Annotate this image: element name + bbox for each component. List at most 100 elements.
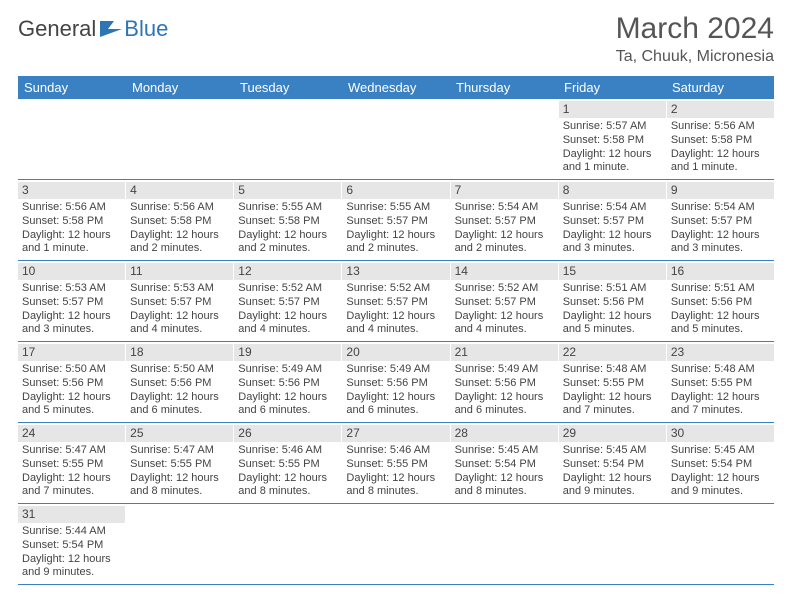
calendar: Sunday Monday Tuesday Wednesday Thursday… xyxy=(18,76,774,585)
sunset-text: Sunset: 5:57 PM xyxy=(563,215,662,229)
day-cell: 10 Sunrise: 5:53 AMSunset: 5:57 PMDayligh… xyxy=(18,261,126,341)
daylight-text: Daylight: 12 hours and 4 minutes. xyxy=(455,310,554,338)
dow-saturday: Saturday xyxy=(666,76,774,99)
sunset-text: Sunset: 5:58 PM xyxy=(238,215,337,229)
day-cell xyxy=(18,99,126,179)
dow-friday: Friday xyxy=(558,76,666,99)
sunset-text: Sunset: 5:56 PM xyxy=(346,377,445,391)
day-number: 30 xyxy=(667,425,774,442)
sunrise-text: Sunrise: 5:51 AM xyxy=(563,282,662,296)
sunrise-text: Sunrise: 5:56 AM xyxy=(671,120,770,134)
day-number xyxy=(451,101,558,103)
day-of-week-header: Sunday Monday Tuesday Wednesday Thursday… xyxy=(18,76,774,99)
sunrise-text: Sunrise: 5:51 AM xyxy=(671,282,770,296)
day-cell: 7Sunrise: 5:54 AMSunset: 5:57 PMDaylight… xyxy=(451,180,559,260)
sunrise-text: Sunrise: 5:49 AM xyxy=(346,363,445,377)
day-number: 15 xyxy=(559,263,666,280)
sunrise-text: Sunrise: 5:53 AM xyxy=(130,282,229,296)
sunset-text: Sunset: 5:57 PM xyxy=(346,215,445,229)
day-cell: 5Sunrise: 5:55 AMSunset: 5:58 PMDaylight… xyxy=(234,180,342,260)
sunset-text: Sunset: 5:56 PM xyxy=(563,296,662,310)
daylight-text: Daylight: 12 hours and 4 minutes. xyxy=(346,310,445,338)
sunrise-text: Sunrise: 5:57 AM xyxy=(563,120,662,134)
daylight-text: Daylight: 12 hours and 6 minutes. xyxy=(130,391,229,419)
day-number: 1 xyxy=(559,101,666,118)
day-number: 10 xyxy=(18,263,125,280)
dow-wednesday: Wednesday xyxy=(342,76,450,99)
daylight-text: Daylight: 12 hours and 2 minutes. xyxy=(455,229,554,257)
daylight-text: Daylight: 12 hours and 3 minutes. xyxy=(671,229,770,257)
sunrise-text: Sunrise: 5:52 AM xyxy=(346,282,445,296)
daylight-text: Daylight: 12 hours and 8 minutes. xyxy=(130,472,229,500)
day-cell: 30Sunrise: 5:45 AMSunset: 5:54 PMDayligh… xyxy=(667,423,774,503)
day-cell: 1Sunrise: 5:57 AMSunset: 5:58 PMDaylight… xyxy=(559,99,667,179)
day-cell: 11Sunrise: 5:53 AMSunset: 5:57 PMDayligh… xyxy=(126,261,234,341)
daylight-text: Daylight: 12 hours and 7 minutes. xyxy=(563,391,662,419)
day-number xyxy=(126,506,233,508)
day-cell: 15Sunrise: 5:51 AMSunset: 5:56 PMDayligh… xyxy=(559,261,667,341)
sunrise-text: Sunrise: 5:54 AM xyxy=(563,201,662,215)
sunset-text: Sunset: 5:58 PM xyxy=(22,215,121,229)
day-number: 24 xyxy=(18,425,125,442)
day-cell xyxy=(342,504,450,584)
sunset-text: Sunset: 5:56 PM xyxy=(130,377,229,391)
logo-text-general: General xyxy=(18,16,96,42)
day-number xyxy=(342,506,449,508)
day-cell: 14Sunrise: 5:52 AMSunset: 5:57 PMDayligh… xyxy=(451,261,559,341)
day-number xyxy=(342,101,449,103)
daylight-text: Daylight: 12 hours and 6 minutes. xyxy=(346,391,445,419)
day-cell: 8 Sunrise: 5:54 AMSunset: 5:57 PMDaylight… xyxy=(559,180,667,260)
sunrise-text: Sunrise: 5:48 AM xyxy=(671,363,770,377)
day-number: 22 xyxy=(559,344,666,361)
flag-icon xyxy=(100,19,122,42)
sunrise-text: Sunrise: 5:47 AM xyxy=(130,444,229,458)
weeks-container: 1Sunrise: 5:57 AMSunset: 5:58 PMDaylight… xyxy=(18,99,774,585)
day-cell: 21Sunrise: 5:49 AMSunset: 5:56 PMDayligh… xyxy=(451,342,559,422)
sunrise-text: Sunrise: 5:56 AM xyxy=(130,201,229,215)
day-number: 29 xyxy=(559,425,666,442)
day-number: 23 xyxy=(667,344,774,361)
daylight-text: Daylight: 12 hours and 3 minutes. xyxy=(563,229,662,257)
daylight-text: Daylight: 12 hours and 8 minutes. xyxy=(238,472,337,500)
day-number: 6 xyxy=(342,182,449,199)
day-number: 17 xyxy=(18,344,125,361)
sunset-text: Sunset: 5:56 PM xyxy=(22,377,121,391)
sunrise-text: Sunrise: 5:52 AM xyxy=(238,282,337,296)
day-cell: 24Sunrise: 5:47 AMSunset: 5:55 PMDayligh… xyxy=(18,423,126,503)
day-number: 18 xyxy=(126,344,233,361)
sunset-text: Sunset: 5:58 PM xyxy=(563,134,662,148)
day-number: 25 xyxy=(126,425,233,442)
sunrise-text: Sunrise: 5:50 AM xyxy=(130,363,229,377)
logo: General Blue xyxy=(18,12,168,42)
sunset-text: Sunset: 5:55 PM xyxy=(346,458,445,472)
day-number xyxy=(234,101,341,103)
day-cell: 9Sunrise: 5:54 AMSunset: 5:57 PMDaylight… xyxy=(667,180,774,260)
day-number: 28 xyxy=(451,425,558,442)
dow-monday: Monday xyxy=(126,76,234,99)
day-cell: 28Sunrise: 5:45 AMSunset: 5:54 PMDayligh… xyxy=(451,423,559,503)
day-cell: 26Sunrise: 5:46 AMSunset: 5:55 PMDayligh… xyxy=(234,423,342,503)
daylight-text: Daylight: 12 hours and 6 minutes. xyxy=(238,391,337,419)
daylight-text: Daylight: 12 hours and 7 minutes. xyxy=(671,391,770,419)
dow-tuesday: Tuesday xyxy=(234,76,342,99)
daylight-text: Daylight: 12 hours and 3 minutes. xyxy=(22,310,121,338)
sunset-text: Sunset: 5:57 PM xyxy=(455,215,554,229)
page-title: March 2024 xyxy=(616,12,774,46)
sunrise-text: Sunrise: 5:46 AM xyxy=(238,444,337,458)
sunrise-text: Sunrise: 5:49 AM xyxy=(455,363,554,377)
sunset-text: Sunset: 5:56 PM xyxy=(455,377,554,391)
sunset-text: Sunset: 5:57 PM xyxy=(22,296,121,310)
day-number: 8 xyxy=(559,182,666,199)
day-number: 16 xyxy=(667,263,774,280)
sunset-text: Sunset: 5:57 PM xyxy=(346,296,445,310)
sunrise-text: Sunrise: 5:53 AM xyxy=(22,282,121,296)
daylight-text: Daylight: 12 hours and 7 minutes. xyxy=(22,472,121,500)
daylight-text: Daylight: 12 hours and 2 minutes. xyxy=(346,229,445,257)
sunrise-text: Sunrise: 5:50 AM xyxy=(22,363,121,377)
day-cell xyxy=(342,99,450,179)
day-cell: 3Sunrise: 5:56 AMSunset: 5:58 PMDaylight… xyxy=(18,180,126,260)
day-cell xyxy=(451,504,559,584)
day-number: 11 xyxy=(126,263,233,280)
sunset-text: Sunset: 5:54 PM xyxy=(22,539,121,553)
daylight-text: Daylight: 12 hours and 1 minute. xyxy=(22,229,121,257)
